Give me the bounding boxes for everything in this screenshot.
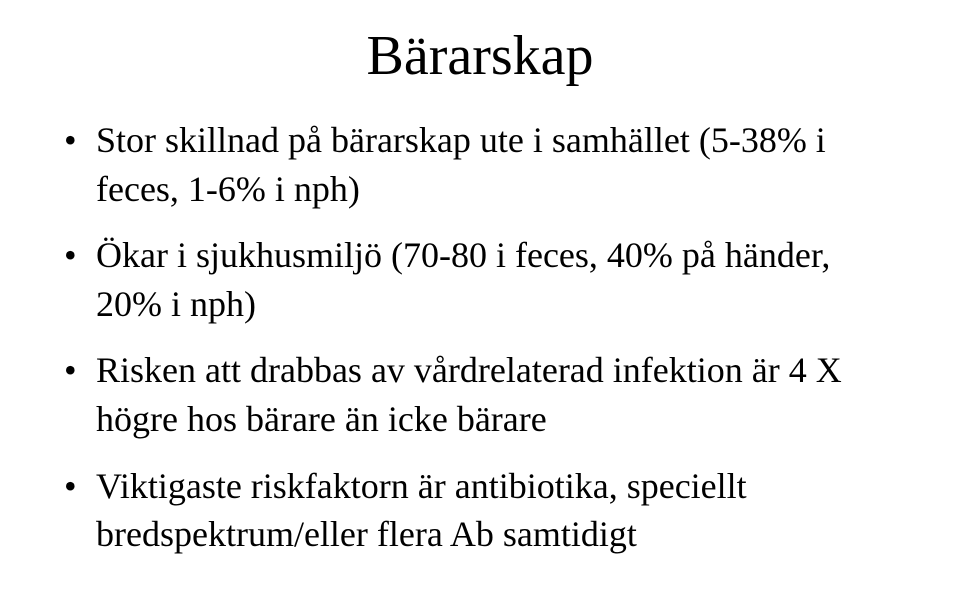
bullet-text: Ökar i sjukhusmiljö (70-80 i feces, 40% … xyxy=(96,235,830,324)
bullet-text: Stor skillnad på bärarskap ute i samhäll… xyxy=(96,120,826,209)
list-item: Risken att drabbas av vårdrelaterad infe… xyxy=(60,346,900,443)
bullet-text: Viktigaste riskfaktorn är antibiotika, s… xyxy=(96,466,747,555)
bullet-text: Risken att drabbas av vårdrelaterad infe… xyxy=(96,350,842,439)
list-item: Viktigaste riskfaktorn är antibiotika, s… xyxy=(60,462,900,559)
slide-title: Bärarskap xyxy=(60,24,900,88)
bullet-list: Stor skillnad på bärarskap ute i samhäll… xyxy=(60,116,900,559)
slide: Bärarskap Stor skillnad på bärarskap ute… xyxy=(0,0,960,600)
list-item: Stor skillnad på bärarskap ute i samhäll… xyxy=(60,116,900,213)
list-item: Ökar i sjukhusmiljö (70-80 i feces, 40% … xyxy=(60,231,900,328)
